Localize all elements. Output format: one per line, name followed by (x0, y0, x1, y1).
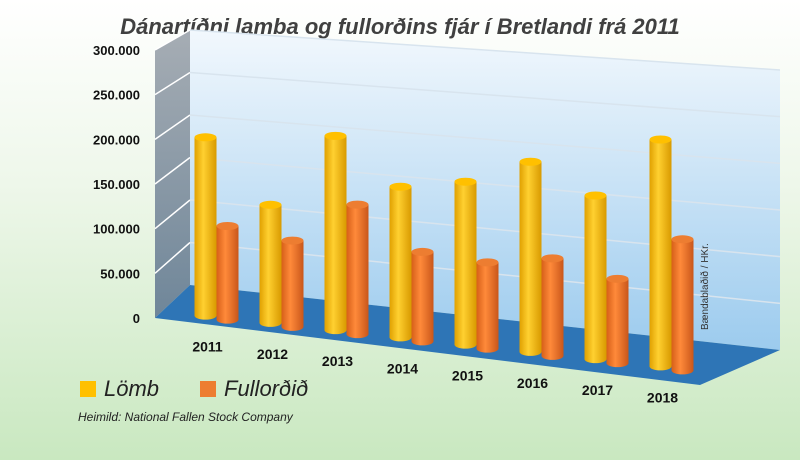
bar-top (411, 247, 434, 256)
bar-fullordid (281, 240, 304, 327)
bar-lomb (519, 161, 542, 352)
bar-top (584, 191, 607, 200)
bar-top (281, 236, 304, 245)
bar-base (389, 333, 412, 342)
bar-fullordid (346, 204, 369, 335)
bar-top (324, 131, 347, 140)
bar-base (671, 366, 694, 375)
bar-base (584, 355, 607, 364)
bar-fullordid (411, 251, 434, 342)
gridline (154, 156, 191, 185)
legend-label: Fullorðið (224, 376, 309, 401)
gridline (154, 114, 191, 140)
y-tick-label: 150.000 (93, 177, 140, 192)
bar-base (454, 340, 477, 349)
bar-lomb (649, 139, 672, 367)
bar-top (259, 200, 282, 209)
x-tick-label: 2015 (452, 368, 483, 384)
x-tick-label: 2017 (582, 382, 613, 398)
x-tick-label: 2011 (192, 339, 223, 355)
bar-fullordid (476, 262, 499, 349)
y-tick-label: 100.000 (93, 222, 140, 237)
gridline (189, 114, 781, 165)
gridline (154, 29, 191, 51)
bar-lomb (194, 137, 217, 316)
bar-lomb (324, 135, 347, 331)
bar-base (346, 330, 369, 339)
x-tick-label: 2018 (647, 389, 678, 405)
legend-item-fullordid: Fullorðið (200, 376, 308, 402)
x-tick-label: 2016 (517, 375, 548, 391)
bar-base (606, 359, 629, 368)
bar-top (671, 235, 694, 244)
bar-lomb (389, 186, 412, 338)
y-tick-label: 300.000 (93, 43, 140, 58)
bar-lomb (584, 195, 607, 360)
source-note: Heimild: National Fallen Stock Company (78, 410, 293, 424)
bar-base (411, 337, 434, 346)
bar-fullordid (606, 278, 629, 364)
bar-top (194, 133, 217, 142)
x-tick-label: 2014 (387, 360, 418, 376)
bar-base (324, 326, 347, 335)
bar-base (216, 315, 239, 324)
bar-top (649, 135, 672, 144)
gridline (189, 156, 781, 211)
gridline (189, 71, 781, 118)
bar-base (649, 362, 672, 371)
legend-swatch (200, 381, 216, 397)
legend-item-lomb: Lömb (80, 376, 159, 402)
y-tick-label: 250.000 (93, 88, 140, 103)
x-tick-label: 2013 (322, 353, 353, 369)
gridline (154, 199, 191, 230)
bar-fullordid (671, 239, 694, 371)
y-tick-label: 0 (133, 311, 140, 326)
y-tick-label: 50.000 (100, 266, 140, 281)
legend-label: Lömb (104, 376, 160, 401)
y-tick-label: 200.000 (93, 132, 140, 147)
legend-swatch (80, 381, 96, 397)
bar-top (606, 274, 629, 283)
bar-top (346, 200, 369, 209)
bar-fullordid (541, 258, 564, 356)
bar-base (281, 322, 304, 331)
bar-base (541, 351, 564, 360)
bar-top (519, 157, 542, 166)
gridline (154, 241, 191, 274)
bar-top (389, 182, 412, 191)
bar-top (216, 222, 239, 230)
side-wall (155, 30, 190, 318)
bar-fullordid (216, 226, 239, 320)
bar-lomb (259, 204, 282, 323)
bar-base (259, 318, 282, 327)
bar-top (476, 258, 499, 267)
gridline (189, 29, 781, 71)
bar-lomb (454, 181, 477, 345)
x-tick-label: 2012 (257, 346, 288, 362)
gridline (154, 71, 191, 96)
credit-note: Bændablaðið / HKr. (700, 243, 711, 330)
bar-base (476, 344, 499, 353)
bar-base (519, 347, 542, 356)
bar-top (541, 254, 564, 263)
bar-base (194, 311, 217, 320)
bar-top (454, 177, 477, 186)
